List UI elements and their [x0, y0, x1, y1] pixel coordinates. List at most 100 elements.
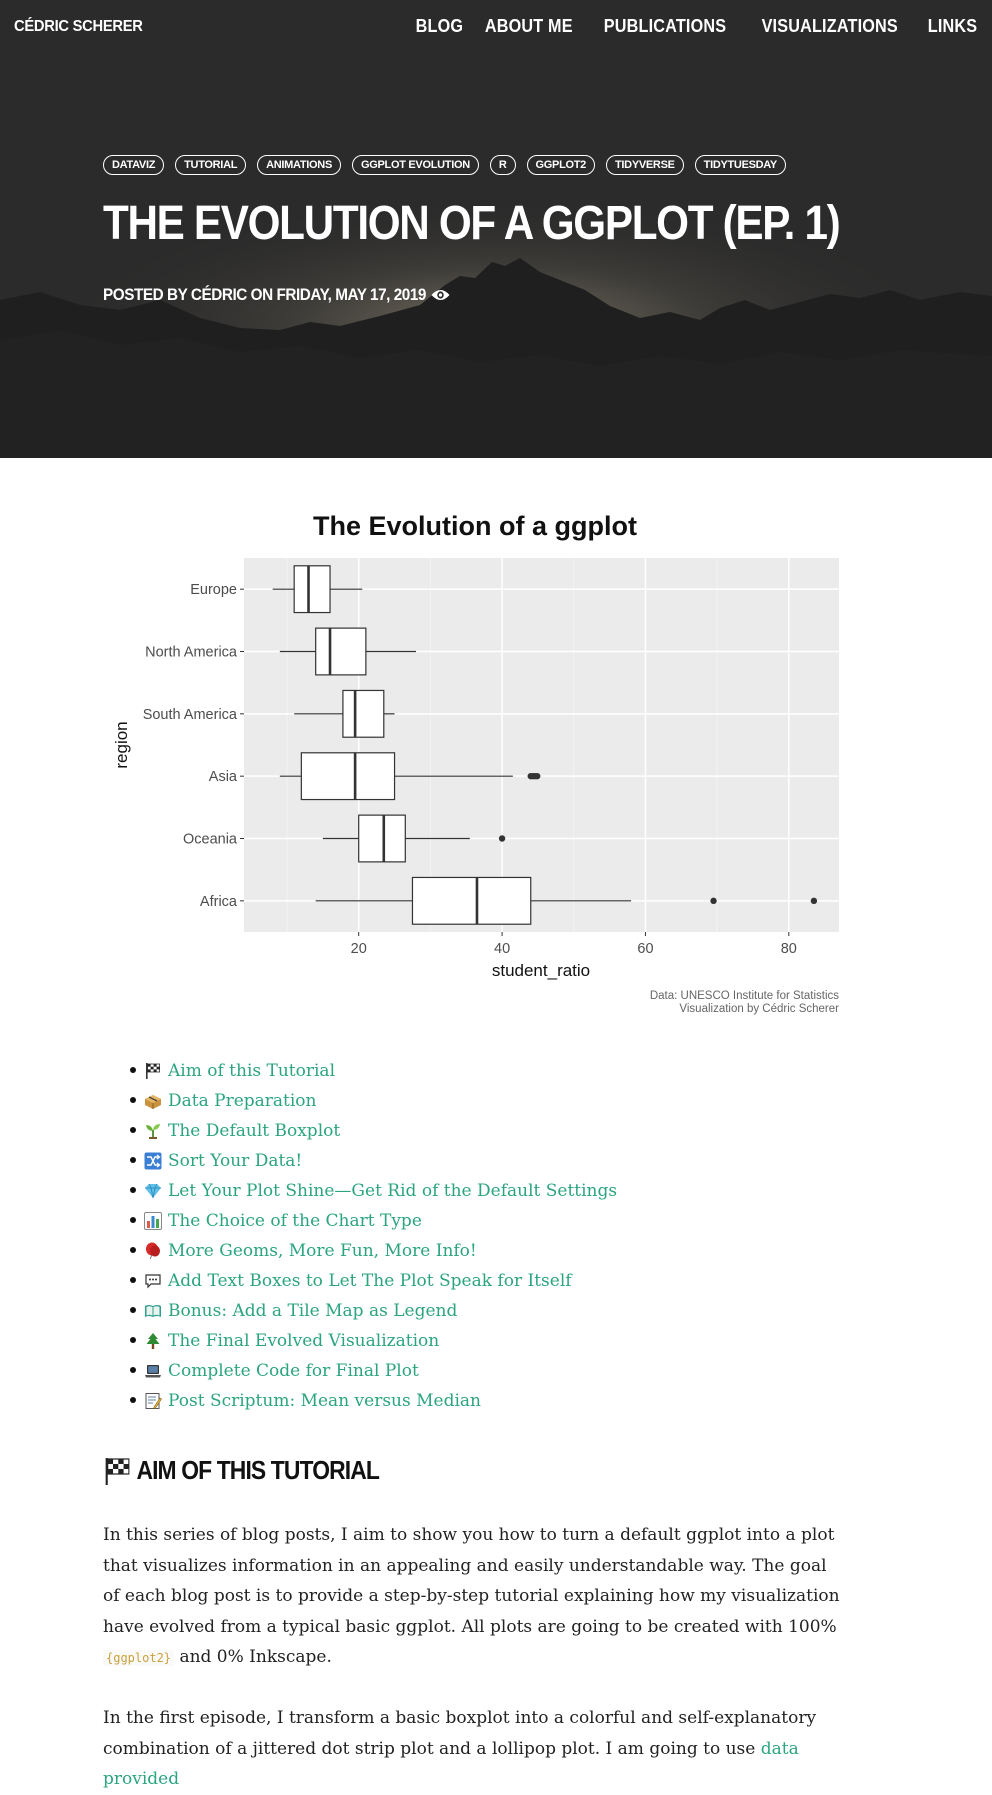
- nav-visualizations[interactable]: VISUALIZATIONS: [761, 16, 898, 36]
- tree-icon: [143, 1332, 162, 1351]
- toc-item: Bonus: Add a Tile Map as Legend: [129, 1296, 617, 1326]
- speech-bubble-icon: [143, 1272, 162, 1291]
- nav-publications[interactable]: PUBLICATIONS: [604, 16, 727, 36]
- outlier-point: [498, 835, 506, 842]
- y-tick-label: Asia: [209, 769, 238, 785]
- laptop-icon: [143, 1362, 162, 1381]
- bar-chart-icon: [143, 1212, 162, 1231]
- nav-blog[interactable]: BLOG: [415, 16, 464, 36]
- section-heading-text: AIM OF THIS TUTORIAL: [136, 1455, 379, 1485]
- eye-icon: [430, 288, 450, 302]
- package-icon: [143, 1092, 162, 1111]
- toc-link-chart-type[interactable]: The Choice of the Chart Type: [168, 1211, 422, 1231]
- tag-tutorial[interactable]: TUTORIAL: [175, 155, 247, 175]
- x-tick-label: 60: [637, 941, 653, 957]
- toc-link-text-boxes[interactable]: Add Text Boxes to Let The Plot Speak for…: [168, 1271, 572, 1291]
- intro-paragraph-1-tail: and 0% Inkscape.: [179, 1647, 332, 1667]
- y-tick-label: Europe: [190, 582, 237, 598]
- box-south-america: [294, 689, 395, 738]
- outlier-point: [533, 772, 541, 780]
- balloon-icon: [143, 1242, 162, 1261]
- intro-paragraph-1: In this series of blog posts, I aim to s…: [103, 1520, 843, 1674]
- toc-link-shine[interactable]: Let Your Plot Shine—Get Rid of the Defau…: [168, 1181, 618, 1201]
- box-iqr: [300, 752, 396, 801]
- intro-paragraph-2: In the first episode, I transform a basi…: [103, 1703, 843, 1795]
- tag-tidyverse[interactable]: TIDYVERSE: [606, 155, 684, 175]
- box-iqr: [358, 814, 406, 863]
- outlier-point: [810, 897, 818, 905]
- nav-about-me[interactable]: ABOUT ME: [484, 16, 573, 36]
- toc-link-complete-code[interactable]: Complete Code for Final Plot: [168, 1361, 419, 1381]
- inline-code-ggplot2: {ggplot2}: [103, 1650, 175, 1666]
- x-axis-title: student_ratio: [492, 961, 590, 980]
- box-layer: [272, 565, 818, 925]
- toc-link-geoms[interactable]: More Geoms, More Fun, More Info!: [168, 1241, 477, 1261]
- tag-animations[interactable]: ANIMATIONS: [257, 155, 341, 175]
- intro-paragraph-1-text: In this series of blog posts, I aim to s…: [103, 1525, 840, 1637]
- post-tags: DATAVIZ TUTORIAL ANIMATIONS GGPLOT EVOLU…: [103, 155, 797, 175]
- post-meta-text: POSTED BY CÉDRIC ON FRIDAY, MAY 17, 2019: [103, 285, 426, 304]
- toc-item: Post Scriptum: Mean versus Median: [129, 1386, 617, 1416]
- y-tick-label: Africa: [200, 894, 238, 910]
- x-tick-label: 20: [351, 941, 367, 957]
- mountain-background-image: [0, 0, 992, 458]
- intro-paragraph-2-text: In the first episode, I transform a basi…: [103, 1708, 817, 1759]
- box-north-america: [279, 627, 417, 676]
- toc-link-aim[interactable]: Aim of this Tutorial: [168, 1061, 336, 1081]
- seedling-icon: [143, 1122, 162, 1141]
- hero-figure: The Evolution of a ggplot Europe North Am…: [0, 458, 992, 1018]
- shuffle-icon: [143, 1152, 162, 1171]
- y-axis: Europe North America South America Asia Ocea…: [143, 582, 244, 910]
- caption-line-1: Data: UNESCO Institute for Statistics: [650, 990, 839, 1002]
- box-asia: [279, 752, 541, 801]
- toc-item: Aim of this Tutorial: [129, 1056, 617, 1086]
- table-of-contents: Aim of this Tutorial Data Preparation Th…: [129, 1056, 618, 1416]
- tag-r[interactable]: R: [489, 155, 516, 175]
- toc-item: The Final Evolved Visualization: [129, 1326, 617, 1356]
- toc-item: Complete Code for Final Plot: [129, 1356, 617, 1386]
- site-brand-link[interactable]: CÉDRIC SCHERER: [14, 18, 143, 35]
- tag-ggplot2[interactable]: GGPLOT2: [526, 155, 595, 175]
- box-europe: [272, 565, 363, 614]
- toc-item: Sort Your Data!: [129, 1146, 617, 1176]
- section-heading: AIM OF THIS TUTORIAL: [103, 1455, 380, 1486]
- box-africa: [315, 876, 818, 925]
- toc-item: More Geoms, More Fun, More Info!: [129, 1236, 617, 1266]
- hero-header: CÉDRIC SCHERER BLOG ABOUT ME PUBLICATION…: [0, 0, 992, 458]
- post-meta: POSTED BY CÉDRIC ON FRIDAY, MAY 17, 2019: [103, 285, 450, 305]
- tag-ggplot-evolution[interactable]: GGPLOT EVOLUTION: [352, 155, 479, 175]
- boxplot-chart: The Evolution of a ggplot Europe North Am…: [112, 511, 839, 1015]
- toc-link-post-scriptum[interactable]: Post Scriptum: Mean versus Median: [168, 1391, 482, 1411]
- y-tick-label: North America: [145, 645, 238, 661]
- box-iqr: [411, 876, 532, 925]
- toc-link-default-boxplot[interactable]: The Default Boxplot: [168, 1121, 341, 1141]
- toc-link-final-viz[interactable]: The Final Evolved Visualization: [168, 1331, 440, 1351]
- box-iqr: [293, 565, 331, 614]
- post-title: THE EVOLUTION OF A GGPLOT (EP. 1): [103, 197, 841, 250]
- main-nav: BLOG ABOUT ME PUBLICATIONS VISUALIZATION…: [413, 16, 992, 37]
- outlier-point: [710, 897, 717, 905]
- toc-item: The Default Boxplot: [129, 1116, 617, 1146]
- box-oceania: [322, 814, 506, 863]
- checkered-flag-icon: [103, 1456, 131, 1486]
- plot-panel: [244, 558, 839, 932]
- memo-icon: [143, 1392, 162, 1411]
- y-tick-label: South America: [143, 707, 238, 723]
- x-tick-label: 40: [494, 941, 510, 957]
- x-axis: 20 40 60 80: [351, 932, 797, 957]
- toc-link-tile-map[interactable]: Bonus: Add a Tile Map as Legend: [168, 1301, 458, 1321]
- gem-icon: [143, 1182, 162, 1201]
- caption-line-2: Visualization by Cédric Scherer: [679, 1003, 839, 1015]
- chart-title: The Evolution of a ggplot: [313, 511, 637, 541]
- toc-link-data-prep[interactable]: Data Preparation: [168, 1091, 317, 1111]
- box-iqr: [342, 689, 385, 738]
- tag-dataviz[interactable]: DATAVIZ: [103, 155, 165, 175]
- y-tick-label: Oceania: [183, 832, 238, 848]
- nav-links[interactable]: LINKS: [927, 16, 978, 36]
- toc-link-sort[interactable]: Sort Your Data!: [168, 1151, 303, 1171]
- x-tick-label: 80: [781, 941, 797, 957]
- toc-item: Let Your Plot Shine—Get Rid of the Defau…: [129, 1176, 618, 1206]
- box-iqr: [315, 627, 367, 676]
- toc-item: The Choice of the Chart Type: [129, 1206, 617, 1236]
- tag-tidytuesday[interactable]: TIDYTUESDAY: [694, 155, 786, 175]
